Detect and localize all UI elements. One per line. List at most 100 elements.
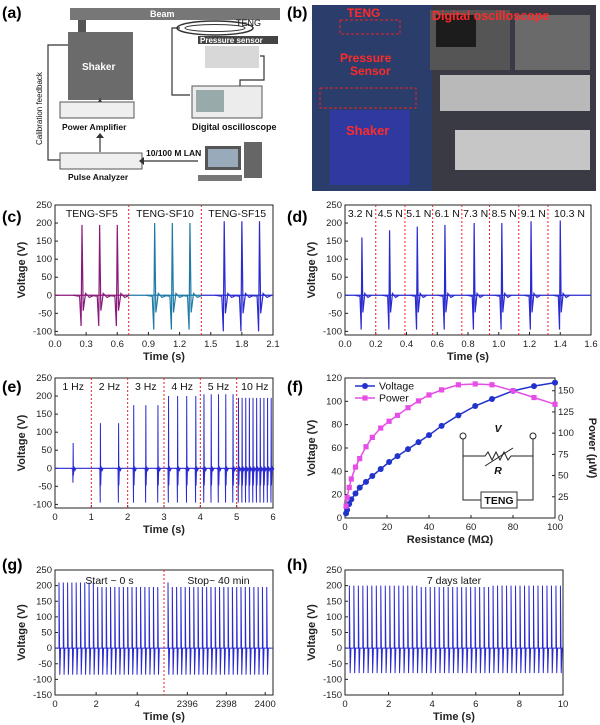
x-tick-label: 0 [52,699,57,710]
x-tick-label: 0.6 [111,339,124,350]
y-tick-label: -100 [323,326,342,337]
pulse-analyzer-icon [59,152,143,170]
x-axis-label: Time (s) [143,524,185,536]
pressure-sensor-label: Pressure sensor [200,36,263,45]
power-point [531,394,537,401]
plot-frame [54,569,274,696]
waveform [348,585,563,674]
segment-label: 3.2 N [348,208,373,220]
y-tick-label: 50 [41,628,52,639]
x-tick-label: 2.1 [266,339,279,350]
x-tick-label: 6 [473,699,478,710]
legend-marker [362,395,368,401]
y-tick-label: 100 [326,612,342,623]
x-tick-label: 0.6 [431,339,444,350]
power-point [394,412,401,418]
x-axis-label: Time (s) [143,351,185,363]
x-tick-label: 0 [342,699,347,710]
voltage-point [415,439,422,446]
power-point [363,444,369,450]
x-tick-label: 8 [517,699,522,710]
segment-label: 4 Hz [171,381,193,393]
y-tick-label: -100 [33,499,52,510]
photo-amplifier [440,75,590,111]
power-point [346,484,352,491]
legend-label: Voltage [379,381,414,393]
x-tick-label: 2 [125,512,130,523]
panel-label-d: (d) [287,209,307,226]
y-tick-label: 200 [326,218,342,229]
y-tick-label: 150 [326,596,342,607]
y-tick-label: 50 [41,272,52,283]
shaker-box [68,32,133,100]
panel-label-f: (f) [287,379,303,396]
voltage-point [363,478,369,485]
segment-label: 5.1 N [406,208,431,220]
x-axis-label: Resistance (MΩ) [407,534,494,546]
panel-g: (g) -150 -100 -50 0 50 100 150 200 250 Time (s) Vol… [2,557,276,723]
y-tick-label: 60 [331,443,342,454]
y-tick-label: 200 [36,391,52,402]
wire-sensor [239,55,265,88]
power-point [439,387,445,393]
y-tick-label: 200 [36,218,52,229]
y-tick-label: 250 [36,565,52,576]
panel-h: (h) -150 -100 -50 0 50 100 150 200 250 0 2 4 6 8 10 Time… [287,557,568,723]
legend-marker [362,383,368,389]
voltage-point [377,466,384,472]
lan-label: 10/100 M LAN [146,148,201,158]
x-tick-label: 2 [386,699,391,710]
y-tick-label: 0 [337,290,342,301]
x-tick-label: 6 [270,512,275,523]
y2-tick-label: 0 [558,513,563,524]
teng-label: TENG [236,18,261,28]
waveform-series [215,221,272,332]
pressure-sensor [198,36,278,44]
segment-label: Start ~ 0 s [85,575,133,587]
calibration-line [47,44,68,161]
x-axis-label: Time (s) [143,711,185,723]
voltage-point [369,473,376,479]
segment-label: 7.3 N [463,208,488,220]
y-tick-label: -50 [38,481,52,492]
y-tick-label: 250 [36,200,52,211]
circuit-wire [462,456,481,501]
y2-tick-label: 25 [558,492,569,503]
power-point [344,495,350,501]
voltage-point [386,459,393,465]
power-amplifier-label: Power Amplifier [62,122,127,132]
x-tick-label: 1.2 [523,339,536,350]
y-tick-label: 50 [331,272,342,283]
segment-label: 2 Hz [99,381,121,393]
voltage-point [438,422,445,429]
photo-sensor-label: Pressure Sensor [340,51,392,78]
voltage-point [405,446,411,453]
panel-a: (a) Beam Shaker TENG Pressure sensor Dig… [2,5,280,182]
x-tick-label: 1.5 [204,339,217,350]
x-tick-label: 80 [508,522,519,533]
y2-tick-label: 50 [558,471,569,482]
y-tick-label: 150 [36,236,52,247]
y-tick-label: 100 [36,427,52,438]
x-axis-label: Time (s) [447,351,489,363]
segment-label: 6.1 N [435,208,460,220]
x-tick-label: 3 [161,512,166,523]
voltage-point [489,396,495,402]
waveform-series [72,224,130,327]
y-axis-label: Voltage (V) [16,414,28,471]
x-tick-label: 0.8 [461,339,474,350]
y2-tick-label: 75 [558,449,569,460]
x-tick-label: 1.6 [584,339,597,350]
y-axis-label: Voltage (V) [306,604,318,661]
shaker-label: Shaker [82,62,115,73]
photo-instrument [515,15,590,70]
photo-oscilloscope-label: Digital oscilloscope [432,9,549,23]
panel-label-a: (a) [2,5,22,22]
panel-e: (e) -100 -50 0 50 100 150 200 250 0 1 2 3 4 5 6 Time (s)… [2,373,276,536]
power-point [405,405,411,411]
plot-frame [344,569,564,696]
panel-label-b: (b) [287,5,307,22]
power-point [378,425,384,431]
x-tick-label: 1.4 [554,339,567,350]
power-point [552,401,558,407]
